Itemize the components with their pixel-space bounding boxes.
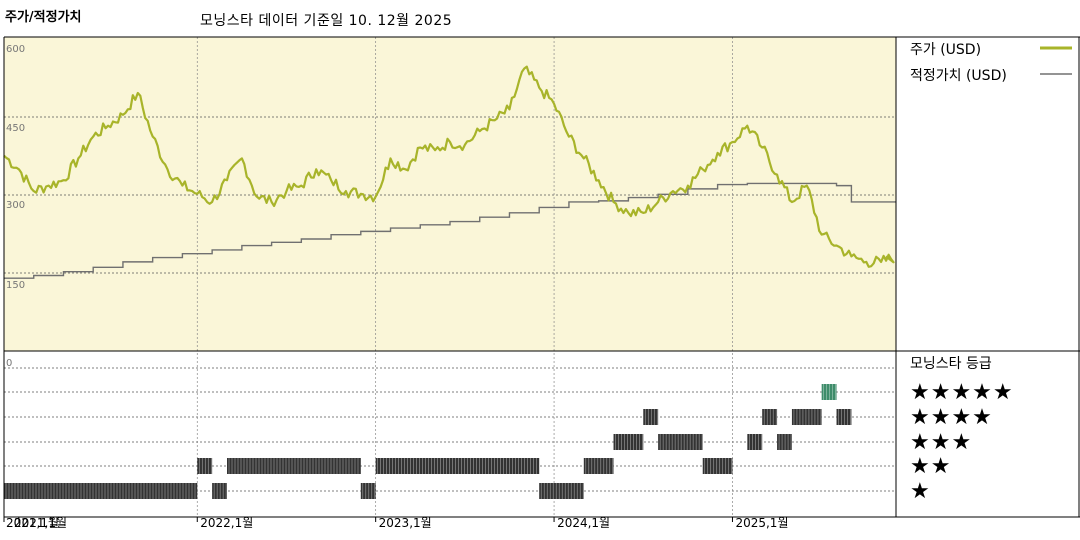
x-tick-label: 2023,1월 — [379, 516, 432, 530]
rating-bar — [702, 458, 733, 474]
legend-fair-value-label: 적정가치 (USD) — [910, 68, 1007, 84]
rating-bar — [613, 434, 644, 450]
rating-bar — [4, 483, 198, 499]
rating-legend-title: 모닝스타 등급 — [910, 356, 992, 372]
rating-bar — [227, 458, 361, 474]
x-tick-label: 2024,1월 — [557, 516, 610, 530]
rating-level-label: ★★ — [910, 454, 951, 479]
rating-level-label: ★★★★★ — [910, 380, 1014, 405]
y-tick-label: 450 — [6, 123, 25, 134]
chart-title: 주가/적정가치 — [5, 10, 82, 25]
rating-star-labels: ★★★★★★★★★★★★★★★ — [910, 380, 1014, 504]
rating-level-label: ★★★★ — [910, 405, 993, 430]
x-tick-label: 2022,1월 — [200, 516, 253, 530]
x-tick-label: 2025,1월 — [735, 516, 788, 530]
y-tick-label: 600 — [6, 44, 25, 55]
rating-bar — [791, 409, 822, 425]
rating-level-label: ★ — [910, 479, 931, 504]
fair-value-line — [4, 182, 896, 279]
price-plot-background — [4, 37, 896, 351]
legend-price-label: 주가 (USD) — [910, 42, 981, 58]
y-tick-label: 300 — [6, 200, 25, 211]
rating-bar — [583, 458, 614, 474]
x-tick-label: 2021,1월 — [14, 516, 67, 530]
chart-subtitle: 모닝스타 데이터 기준일 10. 12월 2025 — [200, 13, 453, 29]
legend: 주가 (USD) 적정가치 (USD) 모닝스타 등급 — [910, 42, 1072, 372]
price-line — [3, 65, 895, 268]
rating-bar — [375, 458, 540, 474]
chart-frame — [3, 36, 1080, 518]
price-series — [3, 65, 895, 268]
fair-value-series — [4, 182, 896, 279]
y-axis-ticks: 600 450 300 150 0 — [6, 44, 25, 369]
y-tick-label: 0 — [6, 358, 12, 369]
rating-bars — [4, 384, 852, 499]
rating-level-label: ★★★ — [910, 430, 972, 455]
y-tick-label: 150 — [6, 280, 25, 291]
